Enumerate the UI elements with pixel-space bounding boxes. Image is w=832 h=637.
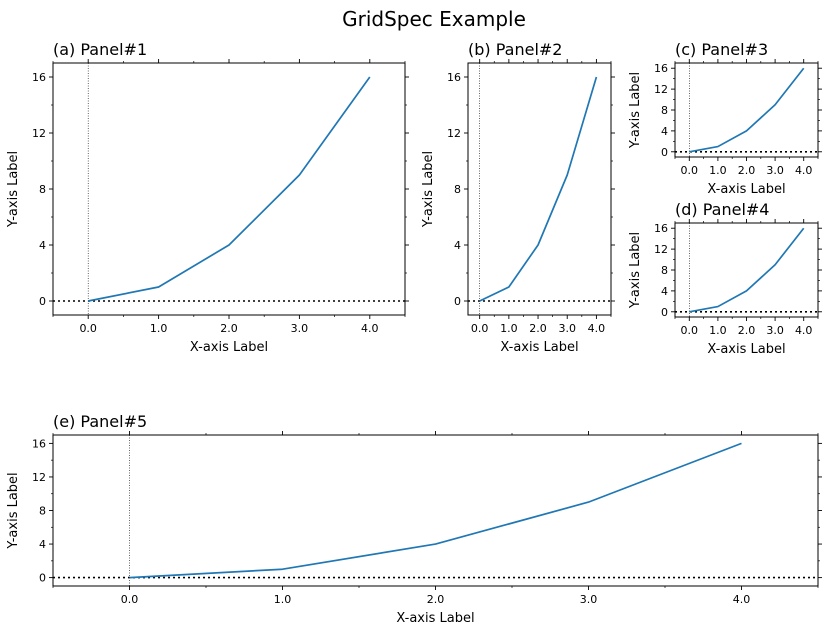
panel-1-title: (a) Panel#1 bbox=[53, 40, 147, 59]
panel-3-ytick-label: 0 bbox=[661, 146, 668, 159]
panel-4: 0.0 1.0 2.0 3.0 4.0 0 4 8 12 16 X-axis Label Y-axis… bbox=[628, 200, 822, 357]
panel-3-xlabel: X-axis Label bbox=[707, 182, 785, 197]
panel-3-ytick-label: 12 bbox=[654, 83, 668, 96]
panel-3-ytick-label: 8 bbox=[661, 104, 668, 117]
panel-4-series-line bbox=[689, 227, 805, 313]
panel-3-title: (c) Panel#3 bbox=[675, 40, 768, 59]
panel-4-xtick-label: 4.0 bbox=[795, 324, 813, 337]
panel-4-xlabel: X-axis Label bbox=[707, 342, 785, 357]
panel-5-xtick-label: 2.0 bbox=[427, 593, 445, 606]
panel-4-xtick-label: 1.0 bbox=[709, 324, 727, 337]
panel-4-ytick-label: 16 bbox=[654, 222, 668, 235]
panel-2-ytick-label: 8 bbox=[454, 183, 461, 196]
panel-1-ytick-label: 8 bbox=[39, 183, 46, 196]
panel-5-ytick-label: 12 bbox=[32, 471, 46, 484]
panel-2-series-line bbox=[479, 76, 598, 302]
panel-3-xtick-label: 2.0 bbox=[738, 164, 756, 177]
panel-2-ytick-label: 0 bbox=[454, 295, 461, 308]
panel-2-ytick-label: 16 bbox=[447, 71, 461, 84]
panel-4-xtick-label: 2.0 bbox=[738, 324, 756, 337]
panel-5-ytick-label: 8 bbox=[39, 505, 46, 518]
panel-2-ylabel: Y-axis Label bbox=[421, 151, 436, 228]
panel-1-ytick-label: 16 bbox=[32, 71, 46, 84]
figure-suptitle: GridSpec Example bbox=[342, 7, 526, 31]
panel-1-series-line bbox=[88, 76, 371, 302]
panel-1-ylabel: Y-axis Label bbox=[6, 151, 21, 228]
panel-5-ytick-label: 0 bbox=[39, 572, 46, 585]
panel-5-ytick-label: 16 bbox=[32, 437, 46, 450]
panel-2-title: (b) Panel#2 bbox=[468, 40, 562, 59]
panel-3-xtick-label: 1.0 bbox=[709, 164, 727, 177]
panel-5-xlabel: X-axis Label bbox=[396, 611, 474, 626]
panel-4-title: (d) Panel#4 bbox=[675, 200, 769, 219]
panel-3-ytick-label: 16 bbox=[654, 62, 668, 75]
panel-5-xtick-label: 1.0 bbox=[274, 593, 292, 606]
panel-1: 0.0 1.0 2.0 3.0 4.0 0 4 8 12 16 X-axis Label Y-axis… bbox=[6, 40, 409, 355]
panel-1-xtick-label: 2.0 bbox=[220, 322, 238, 335]
panel-3-xtick-label: 4.0 bbox=[795, 164, 813, 177]
panel-5-series-line bbox=[129, 442, 742, 579]
panel-5-xtick-label: 4.0 bbox=[733, 593, 751, 606]
panel-2-ytick-label: 4 bbox=[454, 239, 461, 252]
panel-3-series-line bbox=[689, 67, 805, 153]
panel-2-xtick-label: 3.0 bbox=[558, 322, 576, 335]
panel-1-xtick-label: 1.0 bbox=[150, 322, 168, 335]
panel-4-ytick-label: 12 bbox=[654, 243, 668, 256]
panel-3-ylabel: Y-axis Label bbox=[628, 72, 643, 149]
panel-5-ytick-label: 4 bbox=[39, 538, 46, 551]
panel-3-xtick-label: 3.0 bbox=[766, 164, 784, 177]
panel-1-ytick-label: 4 bbox=[39, 239, 46, 252]
panel-5-ylabel: Y-axis Label bbox=[6, 472, 21, 549]
panel-1-xtick-label: 0.0 bbox=[79, 322, 97, 335]
panel-3-ytick-label: 4 bbox=[661, 125, 668, 138]
panel-3: 0.0 1.0 2.0 3.0 4.0 0 4 8 12 16 X-axis Label Y-axis… bbox=[628, 40, 822, 197]
panel-1-ytick-label: 12 bbox=[32, 127, 46, 140]
panel-4-ytick-label: 0 bbox=[661, 306, 668, 319]
panel-5: 0.0 1.0 2.0 3.0 4.0 0 4 8 12 16 X-axis Label Y-axis… bbox=[6, 412, 822, 626]
panel-2: 0.0 1.0 2.0 3.0 4.0 0 4 8 12 16 X-axis Label Y-axis… bbox=[421, 40, 615, 355]
panel-4-xtick-label: 3.0 bbox=[766, 324, 784, 337]
panel-2-xtick-label: 1.0 bbox=[500, 322, 518, 335]
panel-2-xtick-label: 2.0 bbox=[529, 322, 547, 335]
panel-4-ytick-label: 8 bbox=[661, 264, 668, 277]
panel-4-ytick-label: 4 bbox=[661, 285, 668, 298]
panel-1-xlabel: X-axis Label bbox=[190, 340, 268, 355]
panel-2-xtick-label: 0.0 bbox=[471, 322, 489, 335]
panel-5-xtick-label: 3.0 bbox=[580, 593, 598, 606]
panel-1-ytick-label: 0 bbox=[39, 295, 46, 308]
panel-5-xtick-label: 0.0 bbox=[121, 593, 139, 606]
panel-1-xtick-label: 4.0 bbox=[361, 322, 379, 335]
panel-4-ylabel: Y-axis Label bbox=[628, 232, 643, 309]
panel-2-xlabel: X-axis Label bbox=[500, 340, 578, 355]
panel-2-xtick-label: 4.0 bbox=[588, 322, 606, 335]
panel-2-ytick-label: 12 bbox=[447, 127, 461, 140]
panel-3-xtick-label: 0.0 bbox=[681, 164, 699, 177]
panel-4-xtick-label: 0.0 bbox=[681, 324, 699, 337]
panel-1-xtick-label: 3.0 bbox=[291, 322, 309, 335]
panel-5-title: (e) Panel#5 bbox=[53, 412, 147, 431]
